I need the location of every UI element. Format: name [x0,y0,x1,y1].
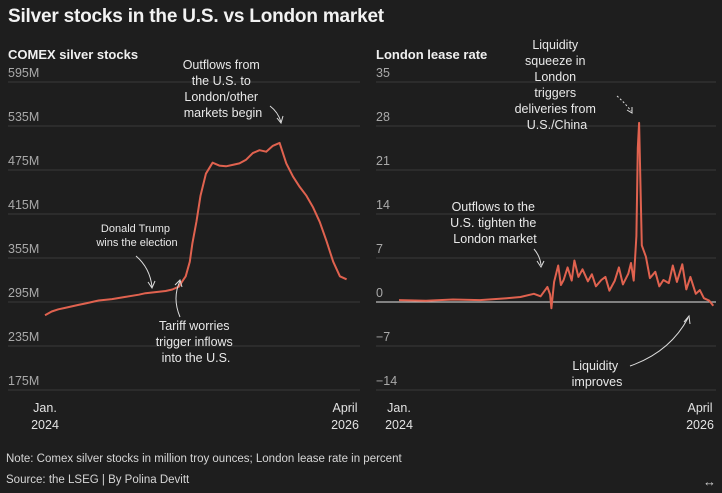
lease-y-tick-label: 7 [376,242,383,256]
lease-y-tick-label: −7 [376,330,390,344]
annotation-outflows-arrow [269,105,282,123]
annotation-election-arrowhead [147,280,156,290]
comex-y-tick-label: 235M [8,330,39,344]
lease-y-tick-label: 0 [376,286,383,300]
expand-icon[interactable]: ↔ [703,474,716,489]
comex-panel-title: COMEX silver stocks [8,47,138,62]
comex-stocks-line [44,141,348,317]
comex-x-start-year: 2024 [31,418,59,432]
lease-x-start-year: 2024 [385,418,413,432]
lease-y-tick-label: −14 [376,374,397,388]
comex-panel: COMEX silver stocks 175M 235M 295M 355M 415M… [8,47,360,432]
lease-y-tick-label: 28 [376,110,390,124]
comex-y-tick-label: 295M [8,286,39,300]
annotation-improves-arrowhead [683,314,691,325]
annotation-outflows: Outflows from the U.S. to London/other m… [183,58,264,120]
lease-y-tick-label: 35 [376,66,390,80]
lease-panel: London lease rate −14 −7 0 7 14 21 28 35 Jan. 2… [376,38,716,432]
chart-note: Note: Comex silver stocks in million tro… [6,453,402,465]
comex-y-tick-label: 355M [8,242,39,256]
annotation-election-arrow [135,255,153,288]
lease-y-tick-label: 14 [376,198,390,212]
comex-y-tick-label: 475M [8,154,39,168]
lease-x-end-month: April [687,401,712,415]
comex-y-tick-label: 415M [8,198,39,212]
annotation-tariff-arrowhead [174,279,183,288]
lease-y-tick-label: 21 [376,154,390,168]
annotation-improves-arrow [629,317,689,367]
lease-x-start-month: Jan. [387,401,411,415]
annotation-tighten-arrow [533,248,542,266]
comex-x-end-year: 2026 [331,418,359,432]
comex-y-tick-label: 595M [8,66,39,80]
annotation-improves: Liquidity improves [572,359,623,389]
annotation-tighten-arrowhead [536,260,545,268]
annotation-tariff: Tariff worries trigger inflows into the … [156,319,237,365]
lease-panel-title: London lease rate [376,47,487,62]
chart-source: Source: the LSEG | By Polina Devitt [6,474,190,486]
comex-x-end-month: April [332,401,357,415]
lease-rate-line [398,121,715,310]
annotation-election: Donald Trump wins the election [95,223,177,249]
annotation-squeeze: Liquidity squeeze in London triggers del… [515,38,600,132]
comex-y-tick-label: 535M [8,110,39,124]
annotation-squeeze-arrowhead [626,107,633,114]
annotation-tighten: Outflows to the U.S. tighten the London … [450,200,540,246]
comex-y-tick-label: 175M [8,374,39,388]
annotation-tariff-arrow [175,280,181,318]
lease-x-end-year: 2026 [686,418,714,432]
annotation-squeeze-arrow [616,95,632,112]
annotation-outflows-arrowhead [276,115,284,125]
comex-x-start-month: Jan. [33,401,57,415]
chart-title: Silver stocks in the U.S. vs London mark… [8,6,384,27]
